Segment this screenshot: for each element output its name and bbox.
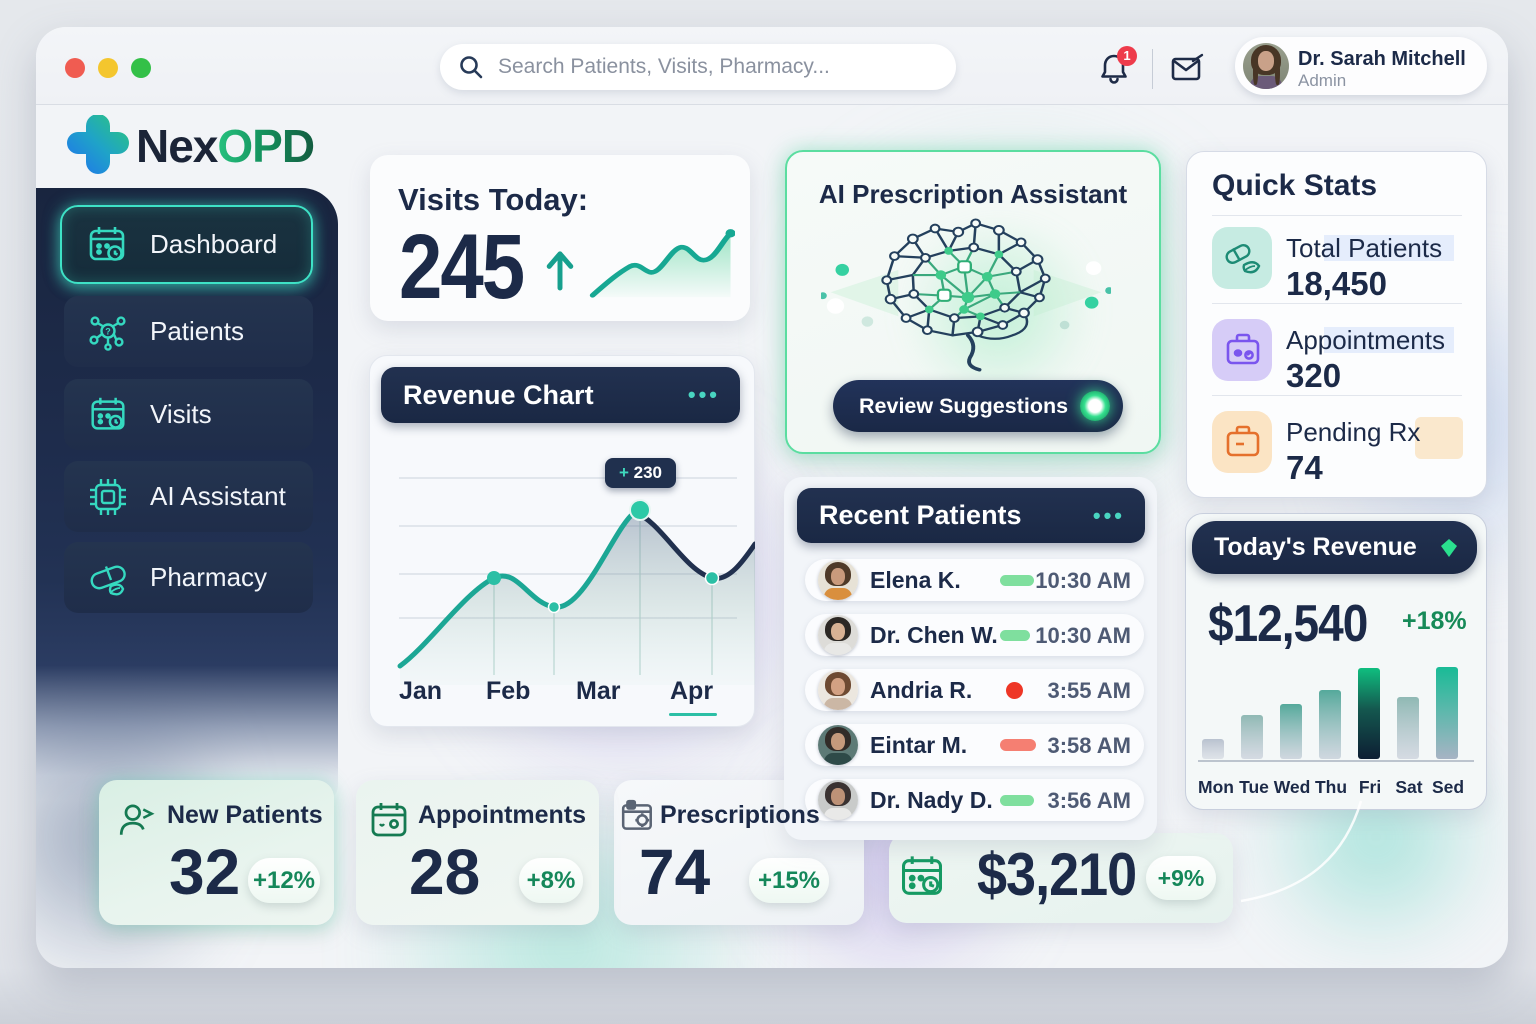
svg-text:?: ? xyxy=(105,326,111,336)
